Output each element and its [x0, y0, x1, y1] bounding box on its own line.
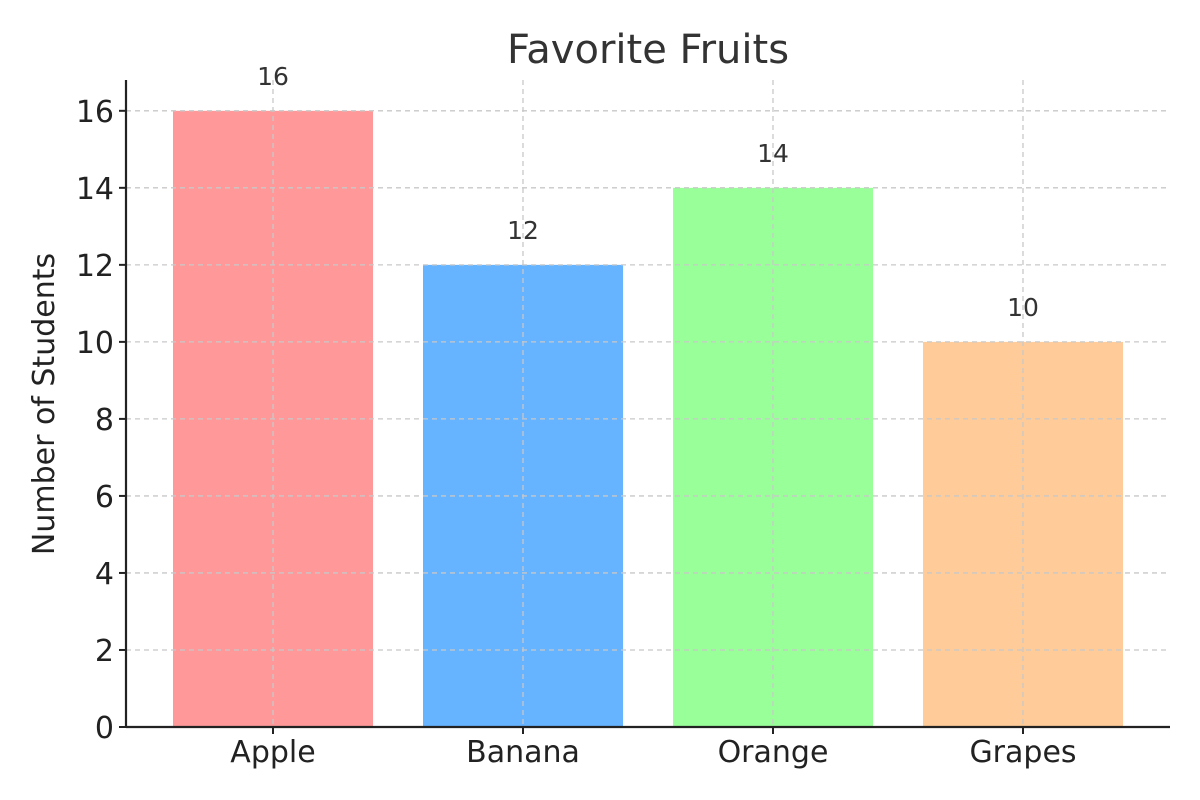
- data-label-banana: 12: [507, 216, 539, 245]
- chart-title: Favorite Fruits: [507, 27, 789, 73]
- x-tick-label-apple: Apple: [230, 735, 315, 770]
- grid-layer: [126, 80, 1170, 727]
- y-tick-label: 16: [76, 95, 114, 130]
- y-tick-label: 10: [76, 326, 114, 361]
- y-tick-label: 14: [76, 172, 114, 207]
- y-tick-label: 6: [95, 480, 114, 515]
- data-label-apple: 16: [257, 62, 289, 91]
- data-label-grapes: 10: [1007, 293, 1039, 322]
- y-tick-label: 12: [76, 249, 114, 284]
- y-tick-label: 8: [95, 403, 114, 438]
- y-tick-label: 0: [95, 711, 114, 746]
- x-tick-label-orange: Orange: [718, 735, 829, 770]
- y-axis-label: Number of Students: [27, 253, 62, 555]
- x-tick-label-grapes: Grapes: [969, 735, 1076, 770]
- y-tick-label: 4: [95, 557, 114, 592]
- x-tick-label-banana: Banana: [466, 735, 580, 770]
- ticks-layer: 0 2 4 6 8 10 12 14 16 Apple Banana Orange Grapes: [76, 95, 1077, 770]
- y-tick-label: 2: [95, 634, 114, 669]
- data-labels-layer: 16 12 14 10: [257, 62, 1039, 322]
- bar-orange: [673, 187, 873, 728]
- data-label-orange: 14: [757, 139, 789, 168]
